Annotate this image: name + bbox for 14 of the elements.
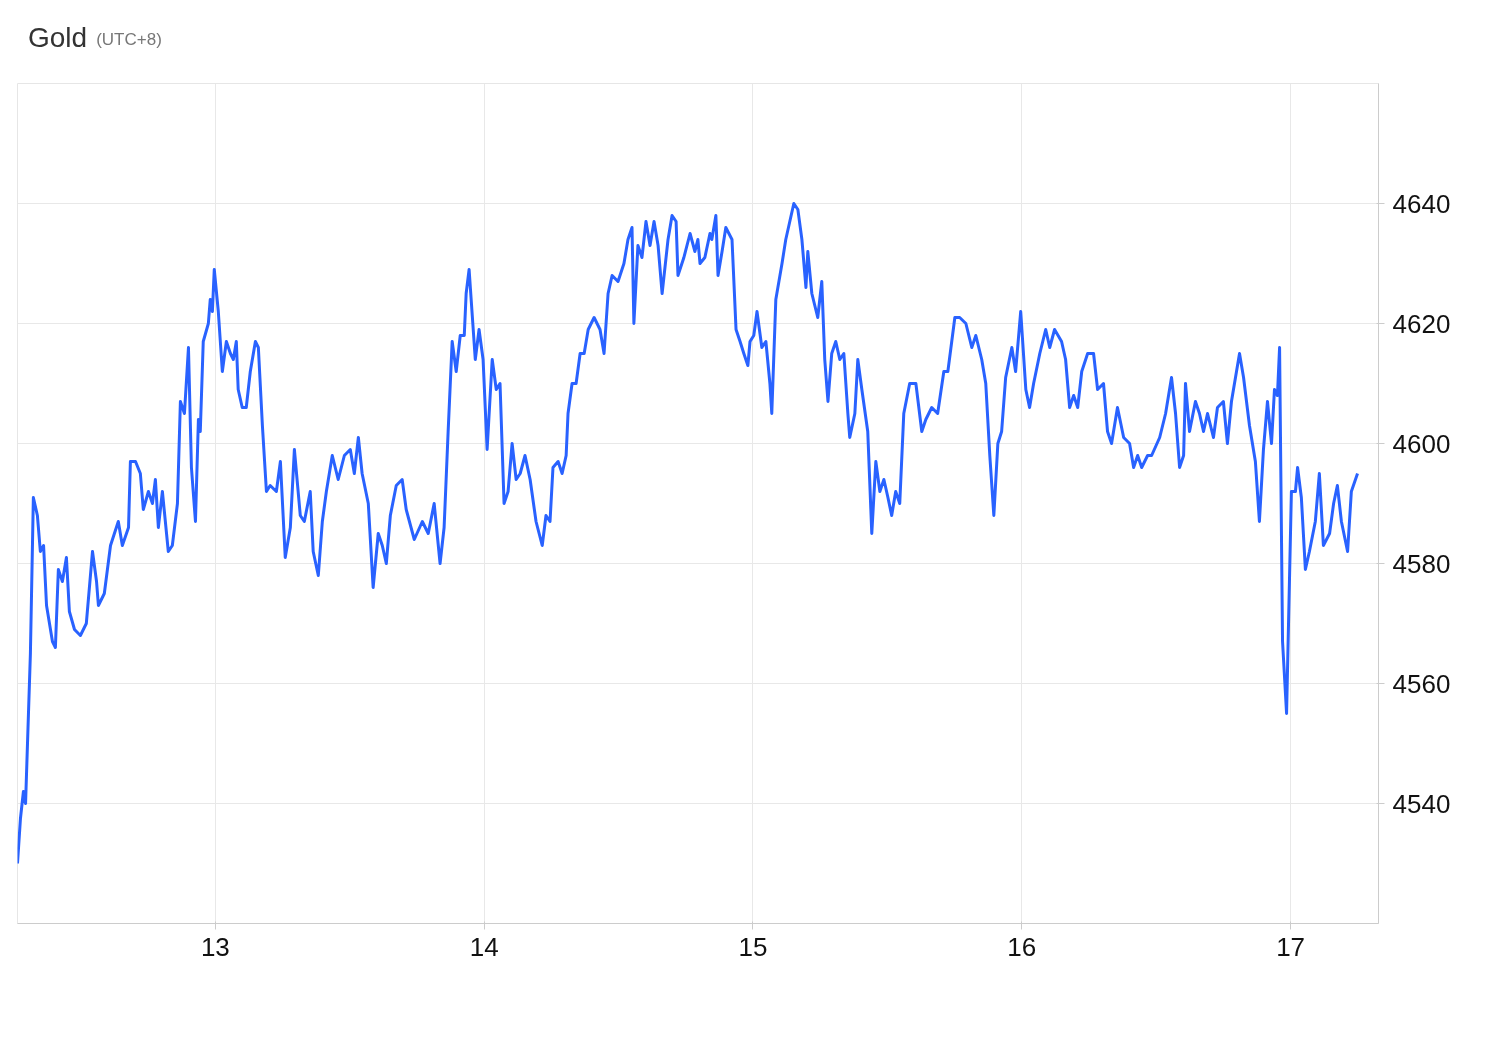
y-tick-label: 4580: [1392, 548, 1451, 579]
y-tick-label: 4620: [1392, 308, 1451, 339]
chart-subtitle: (UTC+8): [96, 29, 162, 51]
line-series: [17, 202, 1360, 865]
y-tick-label: 4540: [1392, 788, 1451, 819]
chart-title: Gold: [28, 21, 88, 55]
y-tick-label: 4560: [1392, 668, 1451, 699]
x-tick-label: 16: [1007, 931, 1037, 962]
x-tick-label: 13: [200, 931, 230, 962]
x-tick-label: 17: [1276, 931, 1306, 962]
y-tick-label: 4640: [1392, 188, 1451, 219]
x-tick-label: 14: [469, 931, 499, 962]
x-tick-label: 15: [738, 931, 768, 962]
y-tick-label: 4600: [1392, 428, 1451, 459]
